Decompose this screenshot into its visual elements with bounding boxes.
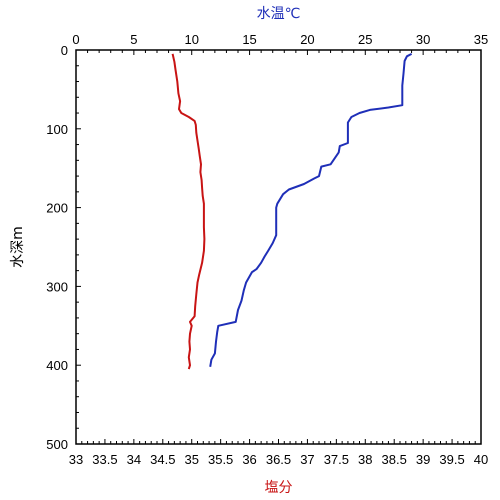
bottom-tick-label: 39 <box>416 452 430 467</box>
y-tick-label: 200 <box>46 201 68 216</box>
top-tick-label: 15 <box>242 32 256 47</box>
bottom-tick-label: 35 <box>184 452 198 467</box>
axis-ticks: 0 100 200 300 400 500 0 5 10 15 20 25 30 35 33 33.5 34 34… <box>46 32 488 467</box>
y-tick-label: 100 <box>46 122 68 137</box>
top-tick-label: 20 <box>300 32 314 47</box>
top-tick-label: 30 <box>416 32 430 47</box>
bottom-tick-label: 34 <box>127 452 141 467</box>
plot-frame <box>75 49 482 445</box>
bottom-tick-label: 39.5 <box>439 452 464 467</box>
top-tick-label: 25 <box>358 32 372 47</box>
temperature-profile-line <box>209 53 413 367</box>
bottom-tick-label: 33 <box>69 452 83 467</box>
bottom-tick-label: 40 <box>474 452 488 467</box>
top-axis-title: 水温℃ <box>257 6 301 22</box>
bottom-tick-label: 35.5 <box>208 452 233 467</box>
y-tick-label: 500 <box>46 437 68 452</box>
bottom-tick-label: 38.5 <box>382 452 407 467</box>
bottom-tick-label: 34.5 <box>150 452 175 467</box>
top-tick-label: 5 <box>130 32 137 47</box>
y-axis-title-text: 水深m <box>10 226 26 268</box>
top-tick-label: 35 <box>474 32 488 47</box>
series-layer <box>171 53 413 370</box>
bottom-tick-label: 33.5 <box>92 452 117 467</box>
bottom-axis-title: 塩分 <box>265 480 293 496</box>
bottom-tick-label: 38 <box>358 452 372 467</box>
y-axis-title: 水深m <box>10 226 26 268</box>
bottom-tick-label: 36 <box>242 452 256 467</box>
top-tick-label: 0 <box>72 32 79 47</box>
y-tick-label: 400 <box>46 358 68 373</box>
y-tick-label: 300 <box>46 279 68 294</box>
y-tick-label: 0 <box>61 43 68 58</box>
bottom-tick-label: 37 <box>300 452 314 467</box>
top-tick-label: 10 <box>184 32 198 47</box>
bottom-tick-label: 36.5 <box>266 452 291 467</box>
bottom-tick-label: 37.5 <box>324 452 349 467</box>
salinity-profile-line <box>171 53 206 370</box>
